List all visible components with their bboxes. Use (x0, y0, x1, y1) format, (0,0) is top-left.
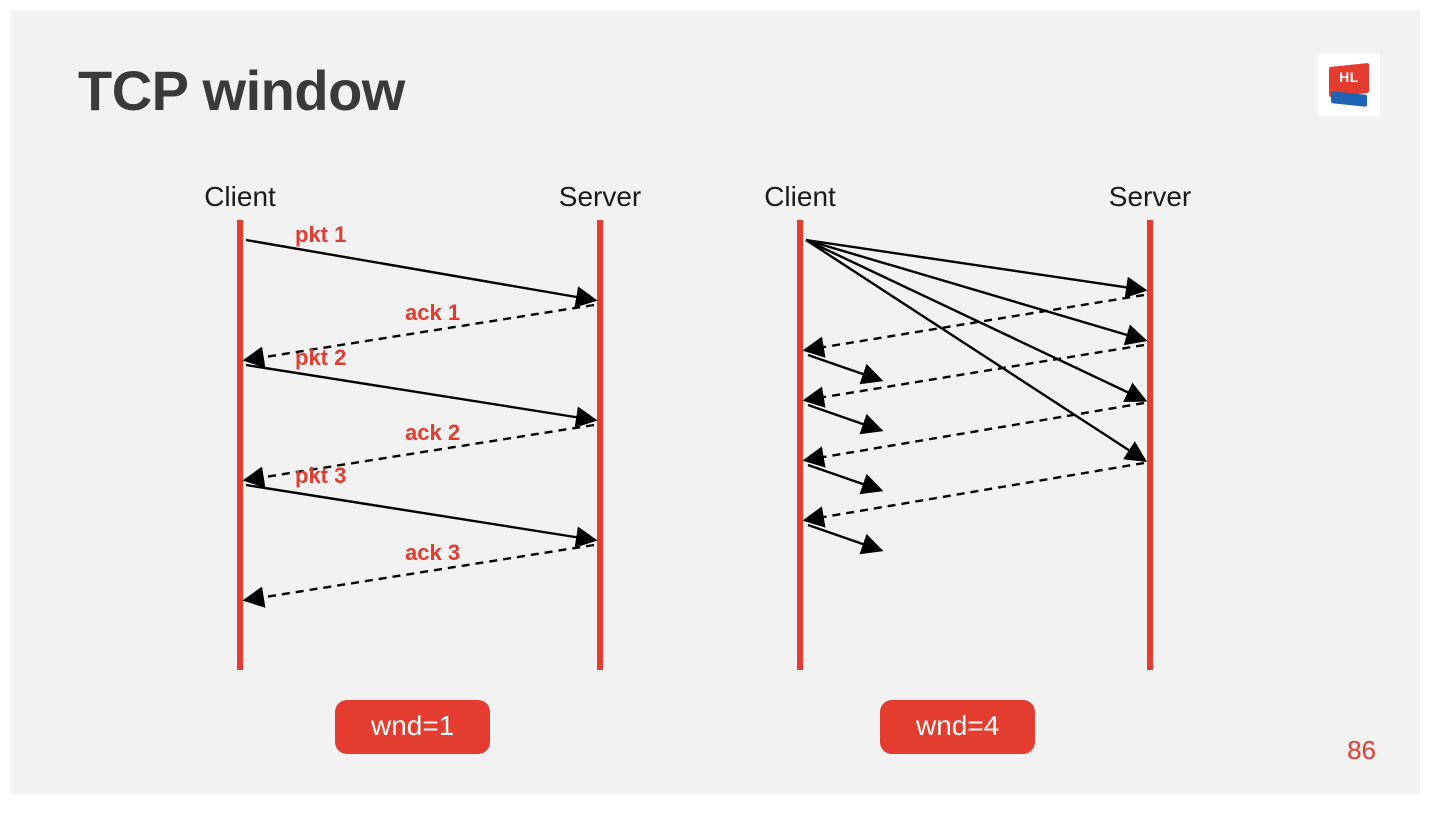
svg-text:Server: Server (1109, 181, 1191, 212)
svg-text:pkt 1: pkt 1 (295, 222, 346, 247)
slide: TCP window HL 86 Client Server pkt 1 ack 1 p… (10, 10, 1420, 794)
svg-text:Server: Server (559, 181, 641, 212)
svg-text:ack 1: ack 1 (405, 300, 460, 325)
svg-text:Client: Client (764, 181, 836, 212)
window-badge-right: wnd=4 (880, 700, 1035, 754)
sequence-diagram-svg: Client Server pkt 1 ack 1 pkt 2 ack 2 pkt 3 ack… (180, 180, 1260, 700)
svg-text:Client: Client (204, 181, 276, 212)
logo-text: HL (1327, 69, 1371, 85)
logo-badge: HL (1318, 54, 1380, 116)
diagram-area: Client Server pkt 1 ack 1 pkt 2 ack 2 pkt 3 ack… (180, 180, 1260, 760)
logo-icon: HL (1327, 65, 1371, 105)
window-badge-left: wnd=1 (335, 700, 490, 754)
svg-text:ack 3: ack 3 (405, 540, 460, 565)
svg-text:pkt 3: pkt 3 (295, 463, 346, 488)
page-number: 86 (1347, 735, 1376, 766)
svg-text:pkt 2: pkt 2 (295, 345, 346, 370)
slide-title: TCP window (78, 58, 405, 123)
svg-text:ack 2: ack 2 (405, 420, 460, 445)
